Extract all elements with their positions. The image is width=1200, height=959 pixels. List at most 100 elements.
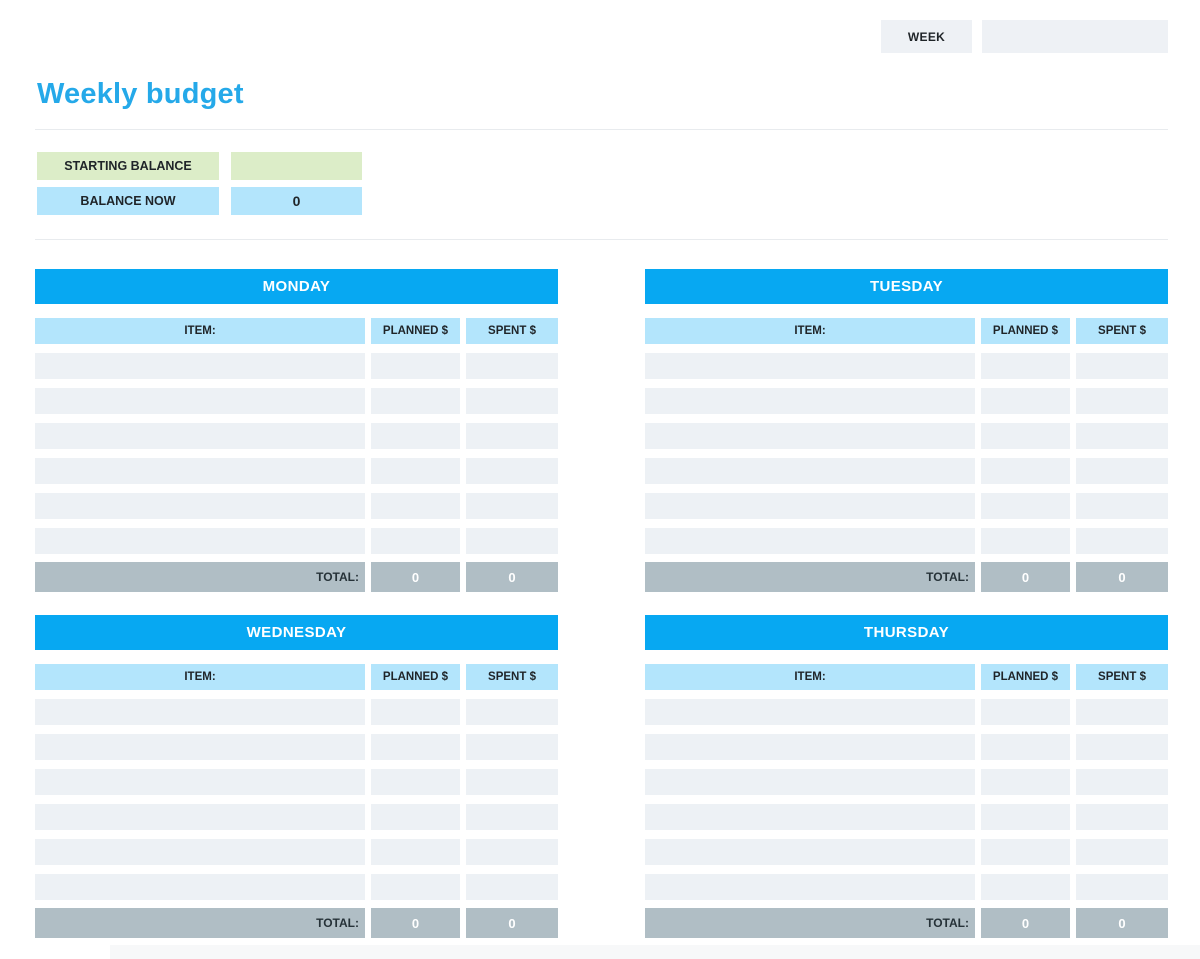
spent-input-cell[interactable] <box>1076 353 1168 379</box>
page-title: Weekly budget <box>37 78 244 110</box>
item-input-cell[interactable] <box>645 458 975 484</box>
planned-input-cell[interactable] <box>981 423 1070 449</box>
item-input-cell[interactable] <box>645 839 975 865</box>
spent-input-cell[interactable] <box>466 353 558 379</box>
item-input-cell[interactable] <box>645 769 975 795</box>
item-input-cell[interactable] <box>35 769 365 795</box>
item-input-cell[interactable] <box>645 874 975 900</box>
spent-input-cell[interactable] <box>1076 839 1168 865</box>
total-row: TOTAL: 0 0 <box>645 562 1168 592</box>
spent-input-cell[interactable] <box>466 423 558 449</box>
spent-input-cell[interactable] <box>466 734 558 760</box>
spent-input-cell[interactable] <box>466 804 558 830</box>
spent-input-cell[interactable] <box>466 699 558 725</box>
spent-input-cell[interactable] <box>1076 874 1168 900</box>
spent-input-cell[interactable] <box>1076 804 1168 830</box>
item-column-header: ITEM: <box>35 664 365 690</box>
table-row <box>35 353 558 379</box>
planned-input-cell[interactable] <box>371 388 460 414</box>
item-input-cell[interactable] <box>35 353 365 379</box>
week-label: WEEK <box>881 20 972 53</box>
starting-balance-value-cell[interactable] <box>231 152 362 180</box>
planned-input-cell[interactable] <box>371 353 460 379</box>
table-row <box>35 699 558 725</box>
spent-input-cell[interactable] <box>1076 458 1168 484</box>
column-header-row: ITEM: PLANNED $ SPENT $ <box>645 318 1168 344</box>
item-input-cell[interactable] <box>35 388 365 414</box>
spent-input-cell[interactable] <box>466 874 558 900</box>
planned-input-cell[interactable] <box>981 458 1070 484</box>
spent-input-cell[interactable] <box>466 528 558 554</box>
item-input-cell[interactable] <box>35 839 365 865</box>
item-input-cell[interactable] <box>645 353 975 379</box>
planned-input-cell[interactable] <box>371 839 460 865</box>
planned-input-cell[interactable] <box>981 353 1070 379</box>
spent-input-cell[interactable] <box>466 839 558 865</box>
item-column-header: ITEM: <box>645 664 975 690</box>
planned-input-cell[interactable] <box>981 839 1070 865</box>
planned-column-header: PLANNED $ <box>981 664 1070 690</box>
planned-input-cell[interactable] <box>371 699 460 725</box>
planned-input-cell[interactable] <box>371 423 460 449</box>
planned-input-cell[interactable] <box>371 874 460 900</box>
spent-input-cell[interactable] <box>1076 528 1168 554</box>
spent-input-cell[interactable] <box>1076 734 1168 760</box>
item-input-cell[interactable] <box>35 493 365 519</box>
planned-input-cell[interactable] <box>981 528 1070 554</box>
starting-balance-label: STARTING BALANCE <box>37 152 219 180</box>
spent-input-cell[interactable] <box>466 458 558 484</box>
total-label: TOTAL: <box>35 562 365 592</box>
planned-input-cell[interactable] <box>371 804 460 830</box>
day-name-header: WEDNESDAY <box>35 615 558 650</box>
spent-input-cell[interactable] <box>466 769 558 795</box>
day-name-header: THURSDAY <box>645 615 1168 650</box>
planned-input-cell[interactable] <box>981 493 1070 519</box>
planned-input-cell[interactable] <box>371 458 460 484</box>
column-header-row: ITEM: PLANNED $ SPENT $ <box>35 318 558 344</box>
table-row <box>645 839 1168 865</box>
planned-column-header: PLANNED $ <box>371 318 460 344</box>
column-header-row: ITEM: PLANNED $ SPENT $ <box>645 664 1168 690</box>
spent-input-cell[interactable] <box>466 493 558 519</box>
item-input-cell[interactable] <box>35 804 365 830</box>
planned-input-cell[interactable] <box>371 734 460 760</box>
item-input-cell[interactable] <box>35 458 365 484</box>
item-input-cell[interactable] <box>645 528 975 554</box>
item-input-cell[interactable] <box>35 874 365 900</box>
item-input-cell[interactable] <box>645 699 975 725</box>
day-name-header: MONDAY <box>35 269 558 304</box>
item-input-cell[interactable] <box>645 388 975 414</box>
spent-input-cell[interactable] <box>1076 423 1168 449</box>
table-row <box>35 804 558 830</box>
spent-column-header: SPENT $ <box>466 318 558 344</box>
day-rows <box>35 353 558 554</box>
planned-input-cell[interactable] <box>371 769 460 795</box>
divider <box>35 239 1168 240</box>
planned-input-cell[interactable] <box>371 493 460 519</box>
planned-input-cell[interactable] <box>371 528 460 554</box>
item-input-cell[interactable] <box>645 423 975 449</box>
spent-input-cell[interactable] <box>1076 699 1168 725</box>
spent-input-cell[interactable] <box>1076 769 1168 795</box>
item-input-cell[interactable] <box>645 804 975 830</box>
planned-input-cell[interactable] <box>981 804 1070 830</box>
planned-input-cell[interactable] <box>981 388 1070 414</box>
item-input-cell[interactable] <box>35 528 365 554</box>
item-input-cell[interactable] <box>645 734 975 760</box>
spent-input-cell[interactable] <box>1076 388 1168 414</box>
table-row <box>35 458 558 484</box>
week-value-cell[interactable] <box>982 20 1168 53</box>
table-row <box>645 734 1168 760</box>
item-input-cell[interactable] <box>35 734 365 760</box>
item-input-cell[interactable] <box>35 699 365 725</box>
item-input-cell[interactable] <box>35 423 365 449</box>
planned-input-cell[interactable] <box>981 769 1070 795</box>
planned-input-cell[interactable] <box>981 874 1070 900</box>
spent-input-cell[interactable] <box>1076 493 1168 519</box>
item-input-cell[interactable] <box>645 493 975 519</box>
planned-input-cell[interactable] <box>981 699 1070 725</box>
planned-input-cell[interactable] <box>981 734 1070 760</box>
total-planned-cell: 0 <box>981 562 1070 592</box>
day-rows <box>645 699 1168 900</box>
spent-input-cell[interactable] <box>466 388 558 414</box>
